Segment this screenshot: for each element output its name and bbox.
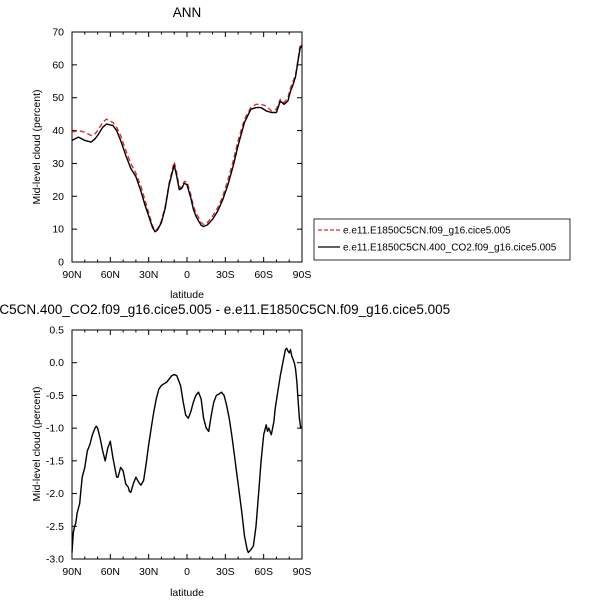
top-y-tick-label: 20	[52, 191, 64, 203]
top-x-tick-label: 90S	[293, 269, 312, 281]
bottom-y-tick-label: 0.5	[49, 325, 64, 337]
top-y-tick-label: 60	[52, 59, 64, 71]
bottom-y-tick-label: -0.5	[46, 390, 64, 402]
bottom-chart-title: e.e11.E1850C5CN.400_CO2.f09_g16.cice5.00…	[0, 302, 450, 317]
legend-entry-1: e.e11.E1850C5CN.400_CO2.f09_g16.cice5.00…	[343, 243, 557, 254]
top-panel: ANN 90N 60N 30N 0 30S 60S 90S 0 10 20 30 40 50 60 70 l…	[31, 5, 571, 301]
legend-entry-0: e.e11.E1850C5CN.f09_g16.cice5.005	[343, 226, 511, 237]
top-y-tick-label: 0	[58, 257, 64, 269]
bottom-plot-frame	[71, 329, 303, 560]
top-y-tick-label: 50	[52, 92, 64, 104]
bottom-x-tick-label: 90N	[62, 566, 81, 578]
bottom-x-axis-label: latitude	[170, 587, 204, 599]
top-y-tick-label: 10	[52, 224, 64, 236]
bottom-series-line-0	[71, 347, 303, 554]
top-chart-title: ANN	[173, 5, 202, 20]
bottom-y-tick-label: -3.0	[46, 554, 64, 566]
bottom-x-tick-label: 60S	[254, 566, 273, 578]
bottom-x-tick-label: 90S	[293, 566, 312, 578]
bottom-x-tick-label: 0	[184, 566, 190, 578]
bottom-y-tick-label: -2.5	[46, 521, 64, 533]
top-plot-frame	[71, 31, 303, 263]
top-x-axis-label: latitude	[170, 289, 204, 301]
top-y-tick-label: 40	[52, 125, 64, 137]
top-plot-area: 90N 60N 30N 0 30S 60S 90S 0 10 20 30 40 50 60 70	[52, 27, 311, 282]
top-x-tick-label: 60S	[254, 269, 273, 281]
top-x-tick-label: 60N	[101, 269, 120, 281]
top-x-tick-label: 30S	[216, 269, 235, 281]
bottom-y-tick-label: -2.0	[46, 488, 64, 500]
bottom-panel: e.e11.E1850C5CN.400_CO2.f09_g16.cice5.00…	[0, 302, 450, 599]
top-y-tick-label: 30	[52, 158, 64, 170]
bottom-y-axis-label: Mid-level cloud (percent)	[31, 387, 43, 502]
bottom-y-tick-label: 0.0	[49, 357, 64, 369]
top-series-line-1	[71, 44, 303, 233]
bottom-y-tick-label: -1.5	[46, 455, 64, 467]
top-y-tick-label: 70	[52, 27, 64, 39]
bottom-y-tick-label: -1.0	[46, 423, 64, 435]
top-x-tick-label: 90N	[62, 269, 81, 281]
bottom-x-tick-label: 30S	[216, 566, 235, 578]
bottom-plot-area: 90N 60N 30N 0 30S 60S 90S -3.0 -2.5 -2.0 -1.5 -1.0 -…	[46, 325, 311, 579]
legend-box	[313, 218, 571, 261]
top-x-tick-label: 30N	[139, 269, 158, 281]
top-series-line-0	[71, 41, 303, 232]
top-legend: e.e11.E1850C5CN.f09_g16.cice5.005 e.e11.E…	[313, 218, 571, 261]
bottom-x-tick-label: 60N	[101, 566, 120, 578]
top-x-tick-label: 0	[184, 269, 190, 281]
top-y-axis-label: Mid-level cloud (percent)	[31, 90, 43, 205]
bottom-x-tick-label: 30N	[139, 566, 158, 578]
